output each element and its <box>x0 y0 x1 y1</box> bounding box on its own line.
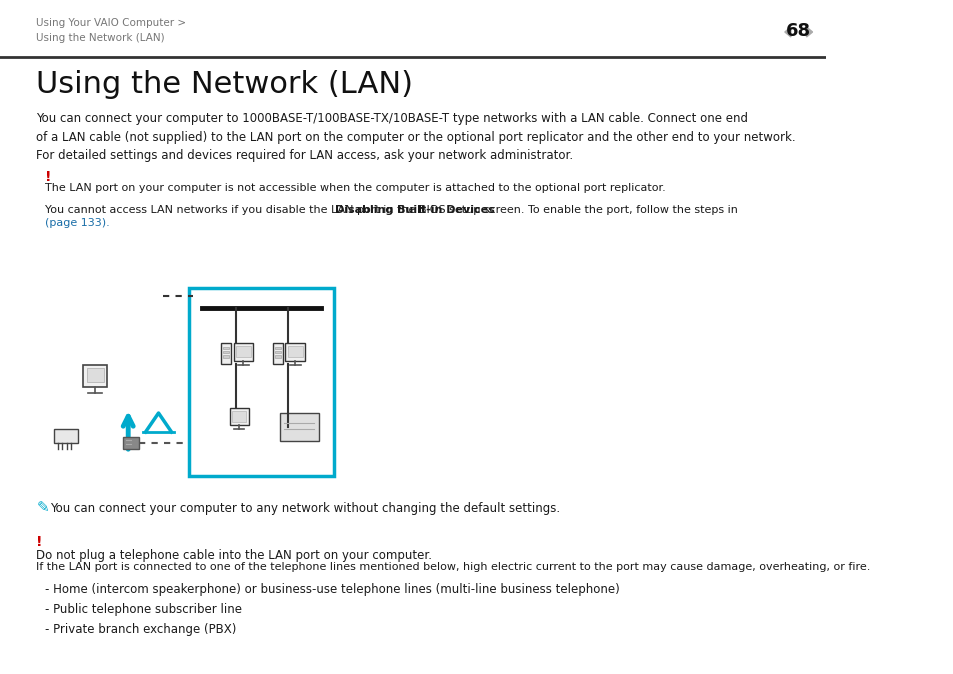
Bar <box>274 355 281 357</box>
Text: ✎: ✎ <box>36 500 50 515</box>
Bar <box>288 346 303 357</box>
Text: - Home (intercom speakerphone) or business-use telephone lines (multi-line busin: - Home (intercom speakerphone) or busine… <box>45 583 619 596</box>
Text: Using Your VAIO Computer >: Using Your VAIO Computer > <box>36 18 187 28</box>
Bar <box>279 413 318 441</box>
Text: You cannot access LAN networks if you disable the LAN port in the BIOS setup scr: You cannot access LAN networks if you di… <box>45 205 740 215</box>
Bar <box>223 351 229 353</box>
Bar <box>87 368 104 382</box>
Text: You can connect your computer to any network without changing the default settin: You can connect your computer to any net… <box>51 502 559 515</box>
Text: (page 133).: (page 133). <box>45 218 110 228</box>
Text: Disabling Built-in Devices: Disabling Built-in Devices <box>335 205 494 215</box>
FancyArrowPatch shape <box>123 417 133 449</box>
Bar <box>274 346 281 348</box>
Bar <box>233 343 253 361</box>
Bar <box>123 437 138 449</box>
Text: 68: 68 <box>785 22 810 40</box>
Polygon shape <box>784 27 790 37</box>
Bar <box>273 343 283 364</box>
Text: - Private branch exchange (PBX): - Private branch exchange (PBX) <box>45 623 236 636</box>
Text: Do not plug a telephone cable into the LAN port on your computer.: Do not plug a telephone cable into the L… <box>36 549 432 562</box>
Bar <box>230 408 249 425</box>
Text: You can connect your computer to 1000BASE-T/100BASE-TX/10BASE-T type networks wi: You can connect your computer to 1000BAS… <box>36 112 795 162</box>
Text: Using the Network (LAN): Using the Network (LAN) <box>36 70 413 99</box>
Bar <box>83 365 108 387</box>
Text: Using the Network (LAN): Using the Network (LAN) <box>36 33 165 43</box>
Polygon shape <box>805 27 812 37</box>
Text: !: ! <box>36 535 43 549</box>
Text: - Public telephone subscriber line: - Public telephone subscriber line <box>45 603 242 616</box>
Bar <box>53 429 78 443</box>
Text: The LAN port on your computer is not accessible when the computer is attached to: The LAN port on your computer is not acc… <box>45 183 665 193</box>
Bar <box>223 355 229 357</box>
Text: If the LAN port is connected to one of the telephone lines mentioned below, high: If the LAN port is connected to one of t… <box>36 562 870 572</box>
Bar <box>285 343 305 361</box>
Bar <box>223 346 229 348</box>
Bar <box>189 288 335 476</box>
Bar <box>221 343 231 364</box>
Text: !: ! <box>45 170 51 184</box>
Bar <box>235 346 251 357</box>
Bar <box>232 410 246 422</box>
Bar <box>274 351 281 353</box>
